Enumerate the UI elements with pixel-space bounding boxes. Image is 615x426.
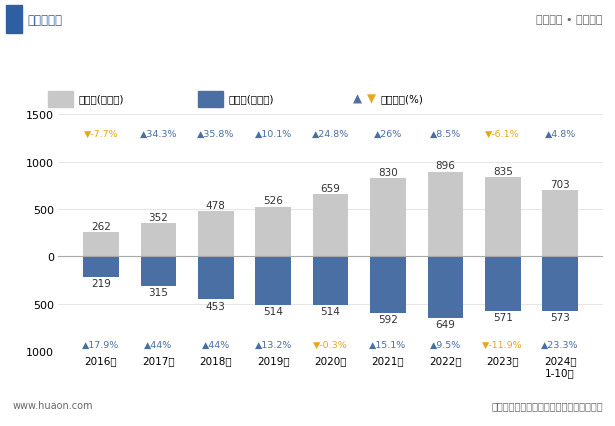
Text: 2016-2024年10月四川省(境内目的地/货源地)进、出口额: 2016-2024年10月四川省(境内目的地/货源地)进、出口额 (146, 54, 469, 72)
Bar (255, 207, 291, 257)
Text: 830: 830 (378, 167, 398, 177)
Bar (370, 178, 406, 257)
Text: 262: 262 (91, 221, 111, 231)
Text: 315: 315 (148, 288, 169, 298)
Text: 352: 352 (148, 213, 169, 222)
Text: ▲35.8%: ▲35.8% (197, 130, 234, 139)
Text: ▲17.9%: ▲17.9% (82, 340, 119, 350)
Bar (255, 257, 291, 305)
Text: 835: 835 (493, 167, 513, 177)
Bar (313, 257, 348, 305)
Text: ▲10.1%: ▲10.1% (255, 130, 292, 139)
Bar (83, 232, 119, 257)
Text: 514: 514 (320, 307, 341, 317)
Text: ▲24.8%: ▲24.8% (312, 130, 349, 139)
Text: ▲8.5%: ▲8.5% (430, 130, 461, 139)
Bar (141, 224, 176, 257)
Bar (370, 257, 406, 313)
Text: 219: 219 (91, 279, 111, 289)
Text: 478: 478 (206, 201, 226, 210)
Text: 专业严谨 • 客观科学: 专业严谨 • 客观科学 (536, 15, 603, 25)
Text: 453: 453 (206, 301, 226, 311)
Text: 进口额(亿美元): 进口额(亿美元) (229, 94, 274, 104)
Text: ▼-11.9%: ▼-11.9% (482, 340, 523, 350)
Bar (198, 212, 234, 257)
Text: 526: 526 (263, 196, 283, 206)
Text: ▲26%: ▲26% (374, 130, 402, 139)
Text: ▲4.8%: ▲4.8% (544, 130, 576, 139)
Bar (6, 6, 22, 35)
Bar (313, 195, 348, 257)
Bar (485, 178, 520, 257)
Text: 573: 573 (550, 312, 570, 322)
Text: ▼-7.7%: ▼-7.7% (84, 130, 118, 139)
Text: ▲9.5%: ▲9.5% (430, 340, 461, 350)
Bar (427, 172, 463, 257)
Bar (485, 257, 520, 311)
Text: 592: 592 (378, 314, 398, 324)
Bar (542, 257, 578, 311)
Text: 896: 896 (435, 161, 455, 171)
Text: 659: 659 (320, 184, 341, 193)
Bar (141, 257, 176, 287)
Bar (198, 257, 234, 300)
Text: ▲23.3%: ▲23.3% (541, 340, 579, 350)
Text: ▼: ▼ (367, 92, 376, 106)
Text: 数据来源：中国海关、华经产业研究院整理: 数据来源：中国海关、华经产业研究院整理 (491, 400, 603, 410)
Bar (83, 257, 119, 278)
Text: ▲13.2%: ▲13.2% (255, 340, 292, 350)
Text: 703: 703 (550, 179, 570, 189)
Text: ▲34.3%: ▲34.3% (140, 130, 177, 139)
Text: ▼-0.3%: ▼-0.3% (313, 340, 348, 350)
Bar (542, 190, 578, 257)
Text: 571: 571 (493, 312, 513, 322)
Text: ▲44%: ▲44% (145, 340, 172, 350)
Text: 同比增长(%): 同比增长(%) (381, 94, 423, 104)
Text: ▼-6.1%: ▼-6.1% (485, 130, 520, 139)
FancyBboxPatch shape (48, 92, 73, 107)
Text: ▲15.1%: ▲15.1% (370, 340, 407, 350)
Text: 649: 649 (435, 320, 455, 329)
Text: ▲44%: ▲44% (202, 340, 230, 350)
Text: 514: 514 (263, 307, 283, 317)
Text: 出口额(亿美元): 出口额(亿美元) (79, 94, 124, 104)
Text: ▲: ▲ (353, 92, 362, 106)
FancyBboxPatch shape (197, 92, 223, 107)
Text: 华经情报网: 华经情报网 (28, 14, 63, 27)
Text: www.huaon.com: www.huaon.com (12, 400, 93, 410)
Bar (427, 257, 463, 318)
